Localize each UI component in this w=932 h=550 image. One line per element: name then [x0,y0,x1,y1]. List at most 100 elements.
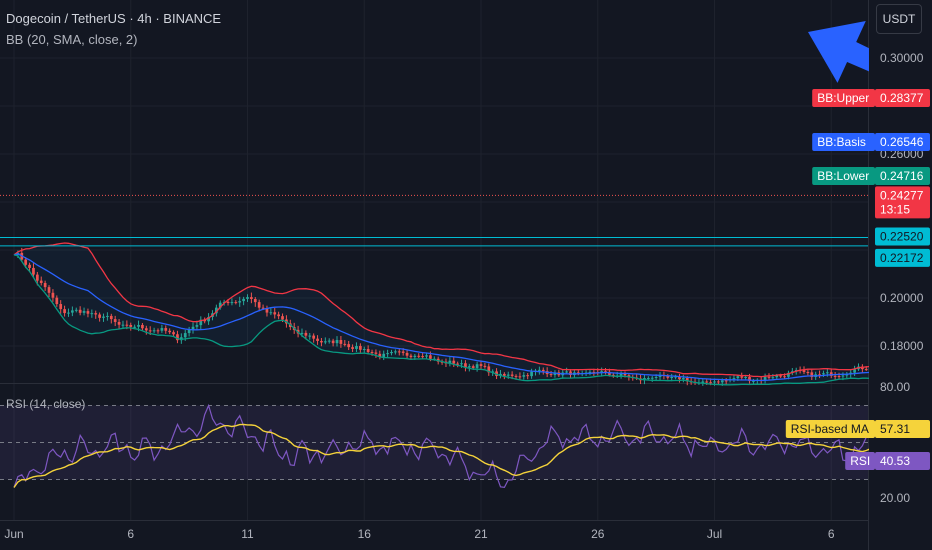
candle[interactable] [682,374,685,383]
candle[interactable] [347,340,351,351]
candle[interactable] [483,362,487,369]
candle[interactable] [829,368,833,379]
candle[interactable] [102,313,105,322]
candle[interactable] [666,374,670,380]
candle[interactable] [374,349,378,358]
rsi-label[interactable]: RSI (14, close) [6,397,86,411]
candle[interactable] [179,333,183,344]
candle[interactable] [405,350,409,359]
candle[interactable] [207,313,210,325]
candle[interactable] [358,343,362,353]
candle[interactable] [810,369,814,381]
candle[interactable] [362,346,366,354]
currency-button[interactable]: USDT [876,4,922,34]
time-axis[interactable]: Jun611162126Jul611162126Aug611 [4,527,932,541]
candle[interactable] [538,366,541,375]
rsi-line[interactable] [13,385,932,489]
candle[interactable] [701,379,705,386]
price-axis[interactable]: 0.300000.260000.200000.1800080.0020.00BB… [785,0,932,550]
rsi-ma-tag[interactable]: RSI-based MA 57.31 [785,420,930,438]
candle[interactable] [308,332,312,340]
rsi-tag[interactable]: RSI 40.53 [845,452,930,470]
candle[interactable] [164,325,168,334]
candle[interactable] [32,263,35,278]
candle[interactable] [394,349,397,355]
candle[interactable] [78,306,82,316]
candle[interactable] [156,328,160,334]
candle[interactable] [199,316,203,330]
candle[interactable] [475,361,479,372]
candle[interactable] [250,292,253,304]
candle[interactable] [168,328,172,335]
indicator-label[interactable]: BB (20, SMA, close, 2) [6,32,138,47]
candle[interactable] [39,276,43,286]
candle[interactable] [502,372,506,380]
candle[interactable] [619,371,623,379]
candle[interactable] [421,352,424,360]
candle[interactable] [327,338,331,344]
candle[interactable] [191,322,195,334]
candle[interactable] [242,296,245,306]
candle[interactable] [121,320,125,329]
candle[interactable] [277,311,280,320]
candle[interactable] [187,326,191,337]
candle[interactable] [452,356,456,367]
candle[interactable] [378,350,382,360]
candle[interactable] [646,376,650,381]
candle[interactable] [238,296,242,307]
candle[interactable] [51,289,55,302]
candle[interactable] [456,361,460,368]
candle[interactable] [320,338,323,347]
candle[interactable] [265,305,269,317]
candle[interactable] [522,371,526,380]
rsi-pane[interactable] [0,385,932,489]
bb-basis-tag[interactable]: BB:Basis 0.26546 [812,133,930,151]
candle[interactable] [172,330,175,337]
candle[interactable] [215,304,218,317]
candle[interactable] [176,330,179,344]
candle[interactable] [316,335,319,345]
candle[interactable] [90,309,94,318]
candle[interactable] [767,373,771,380]
level-tag[interactable]: 0.22172 [875,248,930,267]
candle[interactable] [257,299,261,312]
candle[interactable] [152,327,156,333]
candle[interactable] [82,307,86,316]
candle[interactable] [448,357,452,367]
candle[interactable] [530,368,533,379]
candle[interactable] [382,350,386,361]
candle[interactable] [674,374,677,380]
rsi-ma-line[interactable] [13,395,932,488]
candle[interactable] [74,307,78,313]
candle[interactable] [141,323,144,331]
candle[interactable] [464,360,467,372]
horizontal-levels[interactable] [0,194,868,247]
bb-lower-tag[interactable]: BB:Lower 0.24716 [812,167,930,185]
candle[interactable] [331,338,335,347]
candle[interactable] [304,330,308,340]
candle[interactable] [253,297,257,307]
candle[interactable] [806,369,810,376]
candle[interactable] [717,379,720,385]
candle[interactable] [246,294,249,302]
candle[interactable] [86,308,90,318]
candle[interactable] [63,305,66,317]
candle[interactable] [526,373,530,380]
candle[interactable] [273,308,277,319]
candle[interactable] [366,345,370,355]
candle[interactable] [144,325,148,335]
candle[interactable] [160,324,164,333]
candle[interactable] [230,298,234,306]
candle[interactable] [541,367,545,375]
candle[interactable] [390,349,393,356]
candle[interactable] [763,373,767,384]
candle[interactable] [47,285,51,298]
candle[interactable] [409,353,413,360]
bb-upper-tag[interactable]: BB:Upper 0.28377 [812,89,930,107]
candle[interactable] [518,372,522,381]
candle[interactable] [55,295,59,307]
candle[interactable] [234,300,238,305]
candle[interactable] [833,371,837,380]
